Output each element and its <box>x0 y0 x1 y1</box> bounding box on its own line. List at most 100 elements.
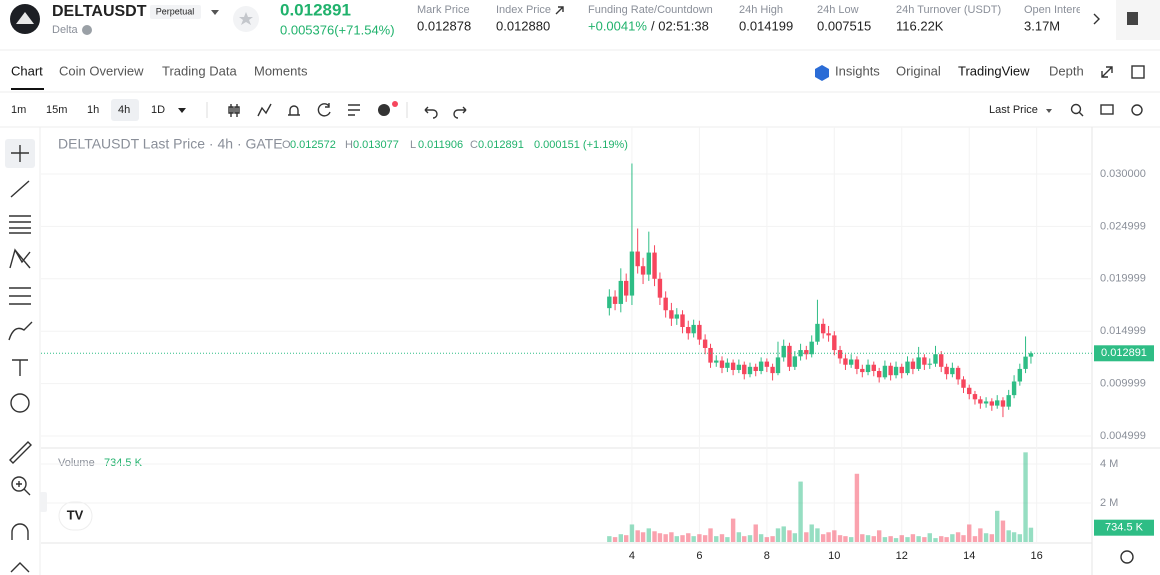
y-tick-label: 0.009999 <box>1100 378 1146 390</box>
candle-body <box>871 364 876 372</box>
text-tool[interactable] <box>12 359 28 376</box>
symbol[interactable]: DELTAUSDT <box>52 3 147 20</box>
volume-bar <box>1006 530 1011 542</box>
ohlc-label: C <box>470 139 478 151</box>
volume-bar <box>657 533 663 542</box>
y-tick-label: 0.004999 <box>1100 430 1146 442</box>
stat-label: 24h Turnover (USDT) <box>896 4 1001 16</box>
candle-body <box>899 366 904 374</box>
collapse-handle[interactable] <box>40 492 47 512</box>
interval[interactable]: 15m <box>46 104 67 116</box>
volume-bar <box>612 537 618 542</box>
dropdown-arrow[interactable] <box>211 10 219 15</box>
view-tab[interactable]: Original <box>896 63 941 78</box>
magnet-tool[interactable] <box>11 523 29 540</box>
trendline-tool[interactable] <box>10 180 30 198</box>
volume-bar <box>607 536 612 542</box>
candle-body <box>815 323 820 342</box>
volume-bar <box>905 537 910 542</box>
interval-menu[interactable] <box>178 108 186 113</box>
candle-body <box>933 354 938 364</box>
stat-label[interactable]: Index Price <box>496 4 551 16</box>
tab[interactable]: Moments <box>254 63 308 78</box>
projection-tool[interactable] <box>9 287 31 305</box>
price-type[interactable]: Last Price <box>989 104 1038 116</box>
window-icon[interactable] <box>1131 65 1145 79</box>
brush-tool[interactable] <box>8 321 33 341</box>
y-tick-label: 0.019999 <box>1100 273 1146 285</box>
candle-body <box>792 356 798 367</box>
candle-body <box>612 296 618 304</box>
volume-bar <box>1028 527 1034 542</box>
volume-bar <box>961 535 966 542</box>
scroll-right[interactable] <box>1093 13 1100 25</box>
volume-bar <box>944 537 949 542</box>
volume-bar <box>798 481 803 542</box>
candle-body <box>618 280 624 304</box>
volume-bar <box>770 536 775 542</box>
stat-label: Funding Rate/Countdown <box>588 4 713 16</box>
view-tab[interactable]: Depth <box>1049 63 1084 78</box>
expand-icon[interactable] <box>1101 66 1113 78</box>
tab[interactable]: Coin Overview <box>59 63 144 78</box>
search-icon[interactable] <box>1070 103 1082 115</box>
stat-label: Open Interest <box>1024 4 1091 16</box>
tab-active[interactable]: Chart <box>11 63 43 78</box>
undo-icon[interactable] <box>424 106 438 119</box>
indicators-icon[interactable] <box>257 103 272 117</box>
x-tick-label: 14 <box>963 550 975 562</box>
stat-value: 3.17M <box>1024 18 1060 33</box>
volume-bar <box>691 536 696 542</box>
zoom-tool[interactable] <box>11 476 27 492</box>
add-icon[interactable] <box>378 104 390 116</box>
funding-rate: +0.0041% <box>588 18 647 33</box>
volume-bar <box>697 534 702 542</box>
candle-body <box>1028 353 1034 357</box>
price-type-menu[interactable] <box>1046 109 1052 113</box>
pattern-tool[interactable] <box>9 248 31 269</box>
interval-active[interactable]: 4h <box>118 104 130 116</box>
tab[interactable]: Trading Data <box>162 63 237 78</box>
info-icon[interactable] <box>82 25 92 35</box>
volume-bar <box>787 530 792 542</box>
view-tab-active[interactable]: TradingView <box>958 63 1030 78</box>
redo-icon[interactable] <box>453 106 467 119</box>
fib-tool[interactable] <box>9 215 31 234</box>
ohlc-value: 0.012572 <box>290 139 336 151</box>
candle-body <box>640 266 646 275</box>
interval[interactable]: 1m <box>11 104 26 116</box>
interval[interactable]: 1h <box>87 104 99 116</box>
volume-bar <box>916 536 921 542</box>
volume-bar <box>871 536 876 542</box>
x-tick-label: 4 <box>629 550 635 562</box>
ruler-tool[interactable] <box>9 441 32 464</box>
view-tab[interactable]: Insights <box>835 63 880 78</box>
stat-value: 116.22K <box>896 18 944 33</box>
lock-tool[interactable] <box>10 562 30 573</box>
axis-settings[interactable] <box>1120 550 1134 564</box>
candle-body <box>905 361 910 374</box>
candle-body <box>882 365 888 378</box>
interval[interactable]: 1D <box>151 104 165 116</box>
template-icon[interactable] <box>348 104 360 116</box>
candle-body <box>983 401 989 404</box>
countdown: / 02:51:38 <box>651 18 709 33</box>
volume-tick-label: 4 M <box>1100 458 1118 470</box>
badge-bg <box>150 5 201 19</box>
ohlc-label: O <box>282 139 291 151</box>
volume-bar <box>899 535 904 542</box>
settings-icon[interactable] <box>1131 104 1143 116</box>
candle-body <box>916 357 921 369</box>
candle-body <box>865 364 871 373</box>
camera-icon[interactable] <box>1100 104 1114 115</box>
candle-body <box>708 347 713 363</box>
alert-icon[interactable] <box>288 105 300 116</box>
search-handle <box>1078 111 1084 117</box>
emoji-tool[interactable] <box>10 393 30 413</box>
candle-body <box>607 296 612 309</box>
replay-icon[interactable] <box>317 103 331 117</box>
crosshair-tool[interactable] <box>11 145 29 162</box>
candle-body <box>876 371 882 378</box>
ohlc-label: L <box>410 139 416 151</box>
candles-icon[interactable] <box>228 104 240 117</box>
